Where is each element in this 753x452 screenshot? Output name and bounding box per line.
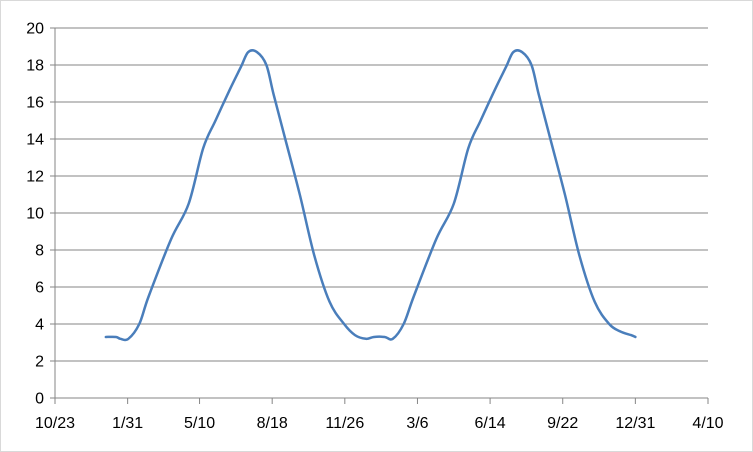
y-tick-label: 8 <box>35 243 44 260</box>
x-tick-label: 9/22 <box>547 415 578 432</box>
x-tick-label: 5/10 <box>184 415 215 432</box>
y-tick-label: 0 <box>35 391 44 408</box>
y-tick-labels: 0 2 4 6 8 10 12 14 16 18 20 <box>26 21 44 408</box>
y-tick-label: 14 <box>26 132 44 149</box>
x-tick-label: 3/6 <box>406 415 428 432</box>
x-tick-label: 12/31 <box>615 415 655 432</box>
gridlines <box>55 27 708 362</box>
y-tick-label: 2 <box>35 354 44 371</box>
x-tick-label: 10/23 <box>35 415 75 432</box>
series-line <box>104 49 637 342</box>
x-tick-label: 4/10 <box>692 415 723 432</box>
y-tick-label: 18 <box>26 58 44 75</box>
x-tick-label: 8/18 <box>257 415 288 432</box>
y-tick-label: 12 <box>26 169 44 186</box>
y-tick-label: 16 <box>26 95 44 112</box>
x-tick-label: 11/26 <box>325 415 364 432</box>
series-group <box>104 49 637 342</box>
y-tick-label: 10 <box>26 206 44 223</box>
x-tick-labels: 10/23 1/31 5/10 8/18 11/26 3/6 6/14 9/22 12/31 4/… <box>35 415 724 432</box>
y-tick-label: 6 <box>35 280 44 297</box>
y-tick-label: 20 <box>26 21 44 38</box>
x-tick-label: 6/14 <box>475 415 506 432</box>
axes <box>50 27 709 404</box>
x-tick-label: 1/31 <box>112 415 143 432</box>
y-tick-label: 4 <box>35 317 44 334</box>
